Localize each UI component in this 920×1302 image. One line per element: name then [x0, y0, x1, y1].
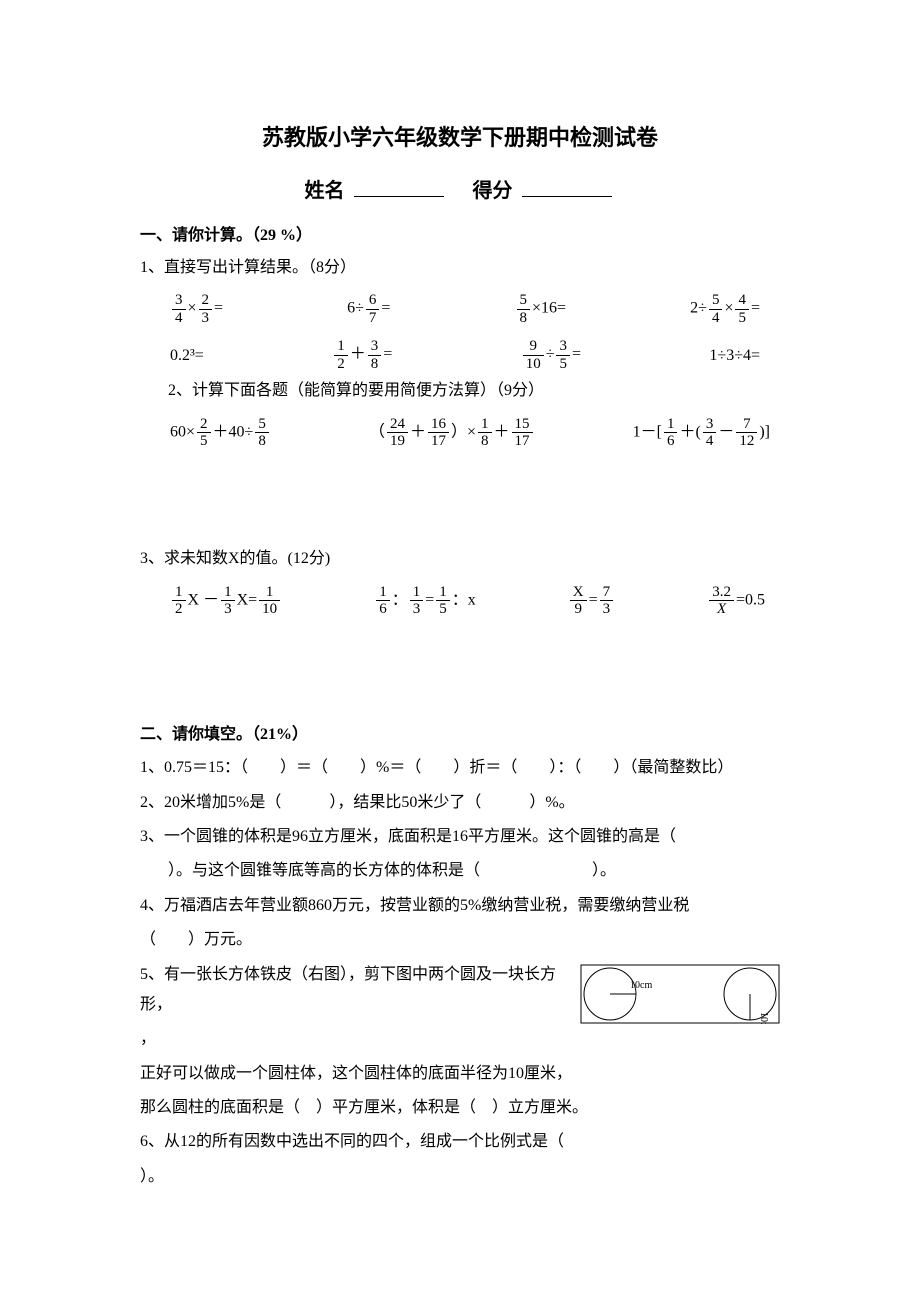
q2-e2: （2419＋1617）×18＋1517 — [369, 416, 535, 450]
name-blank — [354, 179, 444, 197]
q3-row: 12X －13X=110 16：13=15：x X9=73 3.2X=0.5 — [140, 578, 780, 624]
s2-q3a: 3、一个圆锥的体积是96立方厘米，底面积是16平方厘米。这个圆锥的高是（ — [140, 822, 780, 852]
q2-e3: 1－[16＋(34－712)] — [633, 416, 770, 450]
diagram-label-2: 10cm — [758, 1012, 769, 1024]
name-label: 姓名 — [305, 180, 345, 202]
s2-q4a: 4、万福酒店去年营业额860万元，按营业额的5%缴纳营业税，需要缴纳营业税 — [140, 891, 780, 921]
q1-r2-e1: 0.2³= — [170, 343, 204, 369]
q3-e3: X9=73 — [568, 584, 615, 618]
q2-e1: 60×25＋40÷58 — [170, 416, 271, 450]
score-blank — [522, 179, 612, 197]
q1-row1: 34×23= 6÷67= 58×16= 2÷54×45= — [140, 286, 780, 332]
s2-q5c: 那么圆柱的底面积是（ ）平方厘米，体积是（ ）立方厘米。 — [140, 1093, 780, 1123]
q3-e4: 3.2X=0.5 — [707, 584, 765, 618]
cylinder-diagram: 10cm 10cm — [580, 964, 780, 1024]
q1-r1-e3: 58×16= — [515, 292, 567, 326]
q1-r2-e3: 910÷35= — [521, 338, 581, 372]
section1-head: 一、请你计算。（29 %） — [140, 223, 780, 249]
page-title: 苏教版小学六年级数学下册期中检测试卷 — [140, 120, 780, 155]
workspace-gap-2 — [140, 624, 780, 714]
q1-label: 1、直接写出计算结果。（8分） — [140, 255, 780, 281]
s2-q1: 1、0.75＝15：（ ）＝（ ）%＝（ ）折＝（ ）：（ ）（最简整数比） — [140, 753, 780, 783]
q2-row: 60×25＋40÷58 （2419＋1617）×18＋1517 1－[16＋(3… — [140, 410, 780, 456]
q1-row2: 0.2³= 12＋38= 910÷35= 1÷3÷4= — [140, 332, 780, 378]
q2-label: 2、计算下面各题（能简算的要用简便方法算）（9分） — [140, 378, 780, 404]
q1-r1-e2: 6÷67= — [347, 292, 390, 326]
s2-q6b: ）。 — [140, 1162, 780, 1192]
q1-r1-e1: 34×23= — [170, 292, 223, 326]
q3-e2: 16：13=15：x — [374, 584, 476, 618]
s2-q2: 2、20米增加5%是（ ），结果比50米少了（ ）%。 — [140, 788, 780, 818]
q3-e1: 12X －13X=110 — [170, 584, 282, 618]
q1-r1-e4: 2÷54×45= — [690, 292, 760, 326]
section2-head: 二、请你填空。（21%） — [140, 722, 780, 748]
diagram-label-1: 10cm — [630, 980, 652, 991]
s2-q3b: ）。与这个圆锥等底等高的长方体的体积是（ ）。 — [140, 856, 780, 886]
name-score-row: 姓名 得分 — [140, 175, 780, 207]
s2-q5b: 正好可以做成一个圆柱体，这个圆柱体的底面半径为10厘米， — [140, 1059, 780, 1089]
q3-label: 3、求未知数X的值。(12分) — [140, 546, 780, 572]
workspace-gap — [140, 456, 780, 546]
q1-r2-e4: 1÷3÷4= — [709, 343, 760, 369]
s2-q4b: （ ）万元。 — [140, 925, 780, 955]
s2-q6a: 6、从12的所有因数中选出不同的四个，组成一个比例式是（ — [140, 1127, 780, 1157]
score-label: 得分 — [473, 180, 513, 202]
q1-r2-e2: 12＋38= — [332, 338, 392, 372]
s2-q5comma: ， — [140, 1024, 780, 1054]
